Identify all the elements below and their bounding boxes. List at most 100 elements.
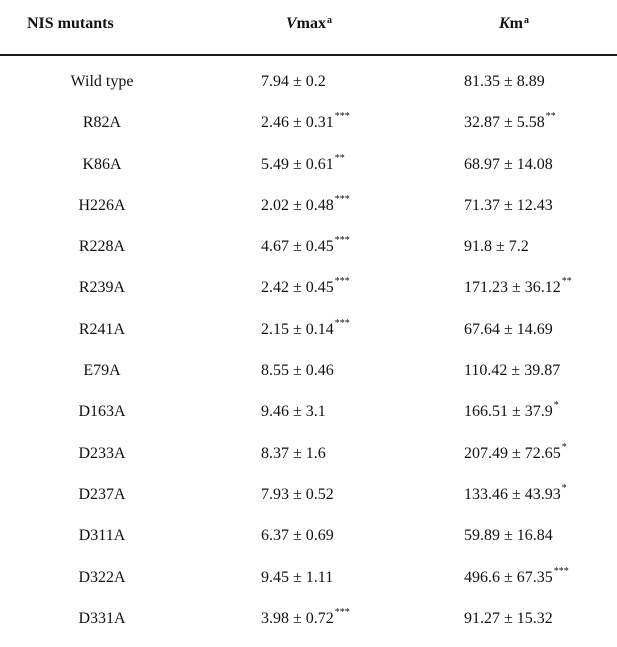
table-row: D233A 8.37 ± 1.6 207.49 ± 72.65* (0, 434, 617, 475)
vmax-significance-mark: *** (334, 606, 350, 618)
km-cell: 207.49 ± 72.65* (464, 441, 567, 467)
header-km-subscript-text: m (509, 15, 523, 32)
mutant-name-cell: D311A (78, 527, 126, 545)
km-cell: 166.51 ± 37.9* (464, 400, 559, 425)
header-km-variable: K (499, 15, 510, 32)
vmax-significance-mark: *** (334, 111, 350, 123)
table-row: D331A 3.98 ± 0.72*** 91.27 ± 15.32 (0, 599, 617, 640)
vmax-value: 9.45 ± 1.11 (261, 568, 334, 586)
table-row: E79A 8.55 ± 0.46 110.42 ± 39.87 (0, 351, 617, 392)
table-row: D322A 9.45 ± 1.11 496.6 ± 67.35*** (0, 558, 617, 599)
km-value: 91.27 ± 15.32 (464, 609, 553, 627)
table-row: R228A 4.67 ± 0.45*** 91.8 ± 7.2 (0, 227, 617, 268)
vmax-value: 2.46 ± 0.31 (261, 114, 334, 132)
mutant-name-cell: H226A (78, 196, 126, 214)
vmax-cell: 2.15 ± 0.14*** (261, 317, 350, 343)
vmax-value: 6.37 ± 0.69 (261, 527, 334, 545)
table-row: Wild type 7.94 ± 0.2 81.35 ± 8.89 (0, 62, 617, 103)
vmax-cell: 9.45 ± 1.11 (261, 567, 333, 589)
vmax-value: 7.93 ± 0.52 (261, 485, 334, 503)
header-vmax-subscript-text: max (296, 15, 326, 32)
mutant-name-cell: D233A (78, 444, 126, 462)
vmax-value: 8.55 ± 0.46 (261, 362, 334, 380)
vmax-value: 3.98 ± 0.72 (261, 609, 334, 627)
km-significance-mark: * (561, 482, 567, 494)
vmax-significance-mark: ** (334, 152, 345, 164)
vmax-cell: 7.93 ± 0.52 (261, 484, 334, 506)
km-value: 59.89 ± 16.84 (464, 527, 553, 545)
mutant-name-cell: Wild type (70, 73, 134, 90)
table-row: K86A 5.49 ± 0.61** 68.97 ± 14.08 (0, 145, 617, 186)
mutant-name-cell: K86A (82, 155, 122, 173)
mutant-name-cell: R228A (78, 238, 126, 256)
header-vmax: Vmaxa (286, 13, 332, 35)
km-significance-mark: ** (545, 111, 556, 123)
km-significance-mark: * (561, 441, 567, 453)
vmax-cell: 8.37 ± 1.6 (261, 443, 326, 465)
km-cell: 71.37 ± 12.43 (464, 195, 553, 217)
km-cell: 110.42 ± 39.87 (464, 360, 560, 382)
vmax-value: 2.15 ± 0.14 (261, 320, 334, 338)
mutant-name-cell: D331A (78, 609, 126, 627)
header-km-footnote-mark: a (524, 15, 529, 26)
header-divider-rule (0, 54, 617, 56)
vmax-significance-mark: *** (334, 235, 350, 247)
km-cell: 91.27 ± 15.32 (464, 608, 553, 630)
table-body: Wild type 7.94 ± 0.2 81.35 ± 8.89 R82A 2.46 … (0, 62, 617, 640)
vmax-cell: 3.98 ± 0.72*** (261, 606, 350, 632)
table-row: D311A 6.37 ± 0.69 59.89 ± 16.84 (0, 516, 617, 557)
vmax-cell: 2.46 ± 0.31*** (261, 111, 350, 136)
mutant-name-cell: E79A (83, 362, 121, 380)
km-value: 110.42 ± 39.87 (464, 362, 561, 380)
vmax-value: 4.67 ± 0.45 (261, 238, 334, 256)
km-value: 91.8 ± 7.2 (464, 238, 529, 256)
km-cell: 81.35 ± 8.89 (464, 71, 545, 93)
table-row: R241A 2.15 ± 0.14*** 67.64 ± 14.69 (0, 310, 617, 351)
km-significance-mark: *** (553, 565, 569, 577)
vmax-cell: 8.55 ± 0.46 (261, 360, 334, 382)
vmax-value: 2.02 ± 0.48 (261, 196, 334, 214)
table-row: R239A 2.42 ± 0.45*** 171.23 ± 36.12** (0, 268, 617, 309)
table-row: R82A 2.46 ± 0.31*** 32.87 ± 5.58** (0, 103, 617, 144)
vmax-significance-mark: *** (334, 193, 350, 205)
vmax-cell: 4.67 ± 0.45*** (261, 235, 350, 260)
header-km: Kma (499, 13, 529, 35)
km-value: 32.87 ± 5.58 (464, 114, 545, 132)
table-row: D163A 9.46 ± 3.1 166.51 ± 37.9* (0, 392, 617, 433)
km-value: 207.49 ± 72.65 (464, 444, 561, 462)
km-value: 68.97 ± 14.08 (464, 155, 553, 173)
vmax-value: 7.94 ± 0.2 (261, 73, 326, 90)
km-value: 81.35 ± 8.89 (464, 73, 545, 90)
km-cell: 68.97 ± 14.08 (464, 154, 553, 176)
header-nis-mutants: NIS mutants (27, 15, 114, 32)
mutant-name-cell: R82A (82, 114, 122, 132)
vmax-value: 8.37 ± 1.6 (261, 444, 326, 462)
vmax-significance-mark: *** (334, 317, 350, 329)
mutant-name-cell: D322A (78, 568, 126, 586)
vmax-cell: 2.02 ± 0.48*** (261, 193, 350, 219)
km-cell: 59.89 ± 16.84 (464, 525, 553, 547)
vmax-cell: 9.46 ± 3.1 (261, 401, 326, 423)
km-cell: 67.64 ± 14.69 (464, 319, 553, 341)
table-header: NIS mutants Vmaxa Kma (0, 0, 617, 54)
km-value: 133.46 ± 43.93 (464, 485, 561, 503)
vmax-cell: 5.49 ± 0.61** (261, 152, 345, 178)
km-significance-mark: ** (561, 276, 572, 288)
vmax-value: 5.49 ± 0.61 (261, 155, 334, 173)
km-cell: 91.8 ± 7.2 (464, 236, 529, 258)
vmax-cell: 6.37 ± 0.69 (261, 525, 334, 547)
km-cell: 32.87 ± 5.58** (464, 111, 556, 136)
vmax-significance-mark: *** (334, 276, 350, 288)
header-vmax-variable: V (286, 15, 297, 32)
vmax-value: 9.46 ± 3.1 (261, 403, 326, 421)
km-significance-mark: * (553, 400, 559, 412)
vmax-value: 2.42 ± 0.45 (261, 279, 334, 297)
km-value: 166.51 ± 37.9 (464, 403, 553, 421)
mutant-name-cell: D237A (78, 485, 126, 503)
km-value: 71.37 ± 12.43 (464, 196, 553, 214)
km-cell: 133.46 ± 43.93* (464, 482, 567, 508)
header-vmax-footnote-mark: a (327, 15, 332, 26)
mutant-name-cell: R239A (78, 279, 126, 297)
mutant-name-cell: D163A (78, 403, 126, 421)
